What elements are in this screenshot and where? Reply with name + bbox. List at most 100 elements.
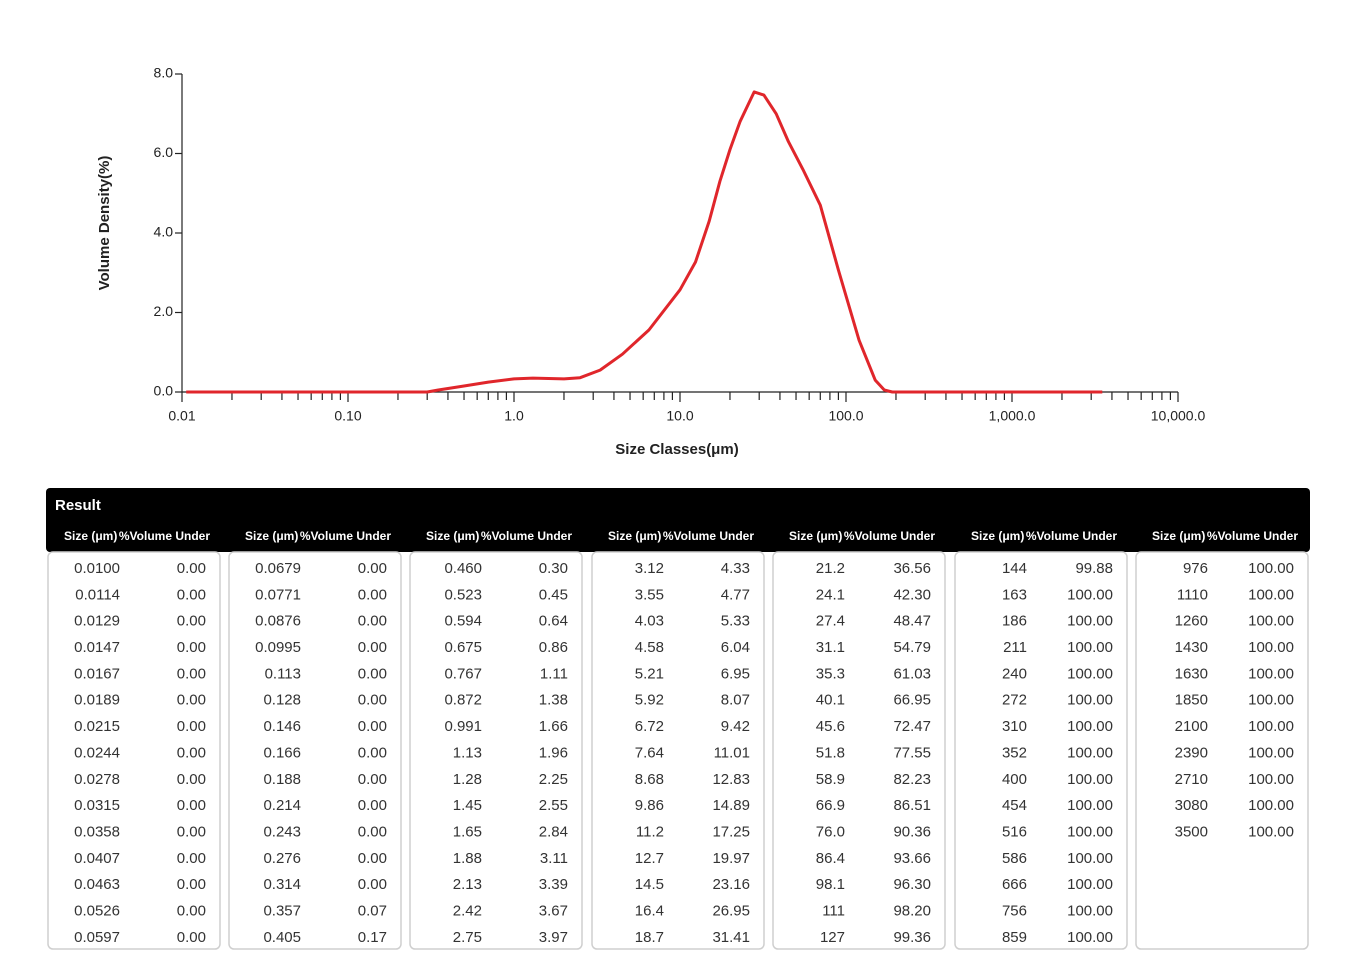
size-cell: 51.8 [816,744,845,761]
table-group-box [591,551,765,950]
table-group-box [1135,551,1309,950]
size-cell: 2.13 [453,876,482,893]
volume-cell: 12.83 [712,771,750,788]
volume-cell: 100.00 [1067,771,1113,788]
volume-cell: 96.30 [893,876,931,893]
volume-cell: 100.00 [1248,692,1294,709]
col-header: Size (μm) [426,529,479,543]
size-cell: 352 [1002,744,1027,761]
size-cell: 0.523 [444,586,482,603]
size-cell: 0.460 [444,560,482,577]
volume-cell: 0.00 [177,613,206,630]
size-cell: 0.0876 [255,613,301,630]
size-cell: 1430 [1175,639,1208,656]
size-cell: 1.65 [453,823,482,840]
x-tick-label: 1.0 [504,408,524,424]
volume-cell: 93.66 [893,850,931,867]
y-axis-title: Volume Density(%) [96,156,113,291]
col-header: Size (μm) [608,529,661,543]
volume-cell: 0.64 [539,613,568,630]
volume-cell: 61.03 [893,665,931,682]
table-group-box [47,551,221,950]
volume-cell: 3.97 [539,929,568,946]
size-cell: 76.0 [816,823,845,840]
volume-cell: 31.41 [712,929,750,946]
volume-cell: 100.00 [1067,929,1113,946]
volume-cell: 0.00 [177,560,206,577]
volume-cell: 100.00 [1248,665,1294,682]
x-tick-label: 10,000.0 [1151,408,1206,424]
size-cell: 186 [1002,613,1027,630]
volume-cell: 4.77 [721,586,750,603]
size-cell: 2.42 [453,903,482,920]
size-cell: 0.0597 [74,929,120,946]
volume-cell: 0.00 [177,586,206,603]
size-cell: 0.314 [263,876,301,893]
size-cell: 0.675 [444,639,482,656]
volume-cell: 100.00 [1067,797,1113,814]
col-header: Size (μm) [64,529,117,543]
volume-cell: 98.20 [893,903,931,920]
table-title: Result [55,497,101,514]
table-header-bar [46,488,1310,552]
size-cell: 0.0463 [74,876,120,893]
size-cell: 0.991 [444,718,482,735]
size-cell: 0.0189 [74,692,120,709]
volume-cell: 72.47 [893,718,931,735]
volume-cell: 0.00 [177,744,206,761]
volume-cell: 19.97 [712,850,750,867]
volume-cell: 100.00 [1248,586,1294,603]
volume-cell: 0.00 [358,850,387,867]
volume-cell: 100.00 [1067,850,1113,867]
volume-cell: 1.38 [539,692,568,709]
volume-cell: 0.00 [358,560,387,577]
col-header: %Volume Under [663,529,754,543]
size-cell: 35.3 [816,665,845,682]
table-group-box [409,551,583,950]
size-cell: 0.166 [263,744,301,761]
size-cell: 12.7 [635,850,664,867]
size-cell: 272 [1002,692,1027,709]
col-header: %Volume Under [300,529,391,543]
volume-cell: 48.47 [893,613,931,630]
size-cell: 240 [1002,665,1027,682]
x-tick-label: 0.01 [168,408,195,424]
size-cell: 127 [820,929,845,946]
volume-cell: 90.36 [893,823,931,840]
size-cell: 4.03 [635,613,664,630]
size-cell: 2390 [1175,744,1208,761]
size-cell: 0.128 [263,692,301,709]
col-header: Size (μm) [971,529,1024,543]
volume-cell: 77.55 [893,744,931,761]
size-cell: 1.88 [453,850,482,867]
size-cell: 1.45 [453,797,482,814]
size-cell: 0.0526 [74,903,120,920]
volume-cell: 100.00 [1248,639,1294,656]
size-cell: 1630 [1175,665,1208,682]
size-cell: 0.0215 [74,718,120,735]
size-cell: 0.0771 [255,586,301,603]
size-cell: 163 [1002,586,1027,603]
col-header: Size (μm) [1152,529,1205,543]
volume-cell: 0.00 [358,639,387,656]
size-cell: 3500 [1175,823,1208,840]
size-cell: 0.767 [444,665,482,682]
size-cell: 2.75 [453,929,482,946]
volume-cell: 100.00 [1248,744,1294,761]
volume-cell: 0.86 [539,639,568,656]
size-cell: 0.0114 [75,586,120,603]
size-cell: 2710 [1175,771,1208,788]
size-cell: 24.1 [816,586,845,603]
size-cell: 0.0129 [74,613,120,630]
volume-cell: 2.55 [539,797,568,814]
volume-cell: 6.95 [721,665,750,682]
volume-cell: 6.04 [721,639,750,656]
volume-cell: 100.00 [1067,876,1113,893]
x-tick-label: 10.0 [666,408,693,424]
volume-cell: 66.95 [893,692,931,709]
size-cell: 0.214 [263,797,301,814]
size-cell: 18.7 [635,929,664,946]
volume-cell: 0.00 [177,718,206,735]
x-axis-title: Size Classes(μm) [615,441,738,458]
